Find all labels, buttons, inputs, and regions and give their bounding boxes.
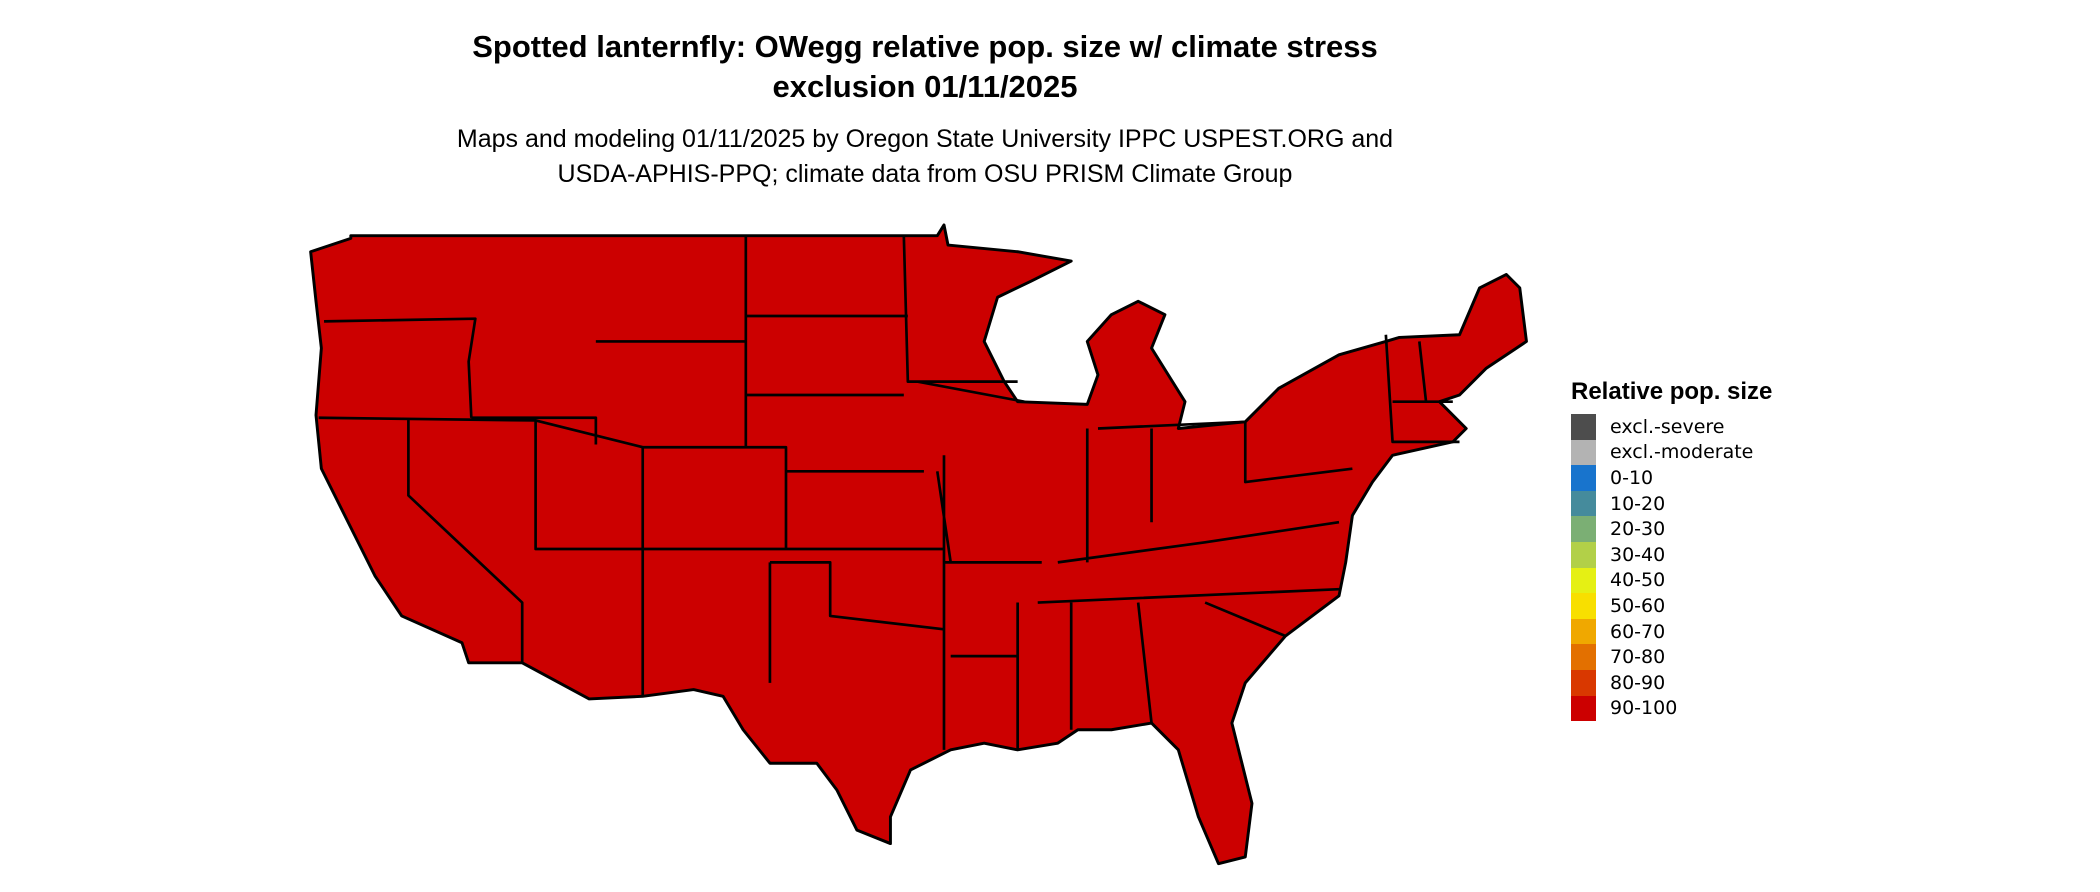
legend-label: 30-40 xyxy=(1610,543,1666,566)
legend-swatch xyxy=(1571,490,1596,517)
legend-label: excl.-moderate xyxy=(1610,441,1754,464)
legend-label: 40-50 xyxy=(1610,569,1666,592)
legend-item: 50-60 xyxy=(1571,593,1772,619)
legend-label: 70-80 xyxy=(1610,646,1666,669)
map-title-line2: exclusion 01/11/2025 xyxy=(772,69,1078,104)
legend-item: 10-20 xyxy=(1571,490,1772,517)
legend-swatch xyxy=(1571,644,1596,670)
subtitle-line2: USDA-APHIS-PPQ; climate data from OSU PR… xyxy=(557,160,1293,188)
legend-label: 60-70 xyxy=(1610,620,1666,643)
legend-item: 20-30 xyxy=(1571,516,1772,542)
legend-title: Relative pop. size xyxy=(1571,378,1773,405)
legend-label: 90-100 xyxy=(1610,697,1678,720)
legend-swatch xyxy=(1571,541,1596,568)
legend-item: 60-70 xyxy=(1571,618,1772,645)
legend-item: 40-50 xyxy=(1571,567,1772,594)
legend-swatch xyxy=(1571,669,1596,696)
legend-swatch xyxy=(1571,567,1596,594)
legend-item: excl.-moderate xyxy=(1571,439,1772,466)
legend-item: 90-100 xyxy=(1571,695,1772,722)
legend-item: 30-40 xyxy=(1571,541,1772,568)
legend-label: 50-60 xyxy=(1610,594,1666,617)
legend-swatch xyxy=(1571,465,1596,491)
legend-swatch xyxy=(1571,439,1596,466)
legend-swatch xyxy=(1571,414,1596,440)
legend-item: excl.-severe xyxy=(1571,414,1772,440)
us-outline xyxy=(309,223,1528,866)
legend: Relative pop. size excl.-severe excl.-mod… xyxy=(1571,378,1773,722)
legend-label: 80-90 xyxy=(1610,671,1666,694)
legend-label: 0-10 xyxy=(1610,466,1654,489)
map-title-line1: Spotted lanternfly: OWegg relative pop. … xyxy=(472,29,1378,64)
legend-item: 0-10 xyxy=(1571,465,1772,491)
legend-swatch xyxy=(1571,618,1596,645)
subtitle-line1: Maps and modeling 01/11/2025 by Oregon S… xyxy=(456,125,1394,153)
legend-label: 10-20 xyxy=(1610,492,1666,515)
legend-item: 80-90 xyxy=(1571,669,1772,696)
legend-item: 70-80 xyxy=(1571,644,1772,670)
legend-items: excl.-severe excl.-moderate 0-10 10-20 20-30… xyxy=(1571,414,1772,722)
legend-swatch xyxy=(1571,516,1596,542)
legend-label: excl.-severe xyxy=(1610,415,1725,438)
legend-label: 20-30 xyxy=(1610,518,1666,541)
legend-swatch xyxy=(1571,695,1596,722)
legend-swatch xyxy=(1571,593,1596,619)
state-borders xyxy=(318,235,1460,750)
